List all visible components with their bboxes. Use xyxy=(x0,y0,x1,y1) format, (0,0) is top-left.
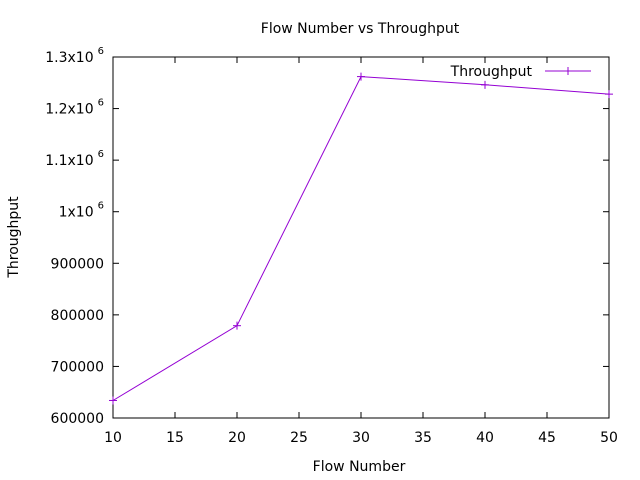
y-tick-label: 1.3x10 6 xyxy=(45,46,104,66)
x-tick-label: 50 xyxy=(600,430,618,446)
x-tick-label: 40 xyxy=(476,430,494,446)
legend-label: Throughput xyxy=(450,64,533,80)
data-point xyxy=(233,321,241,330)
data-point xyxy=(605,90,613,99)
x-tick-label: 30 xyxy=(352,430,370,446)
y-tick-label: 900000 xyxy=(51,256,104,272)
x-tick-label: 45 xyxy=(538,430,556,446)
data-point xyxy=(357,72,365,81)
data-point xyxy=(481,80,489,89)
y-tick-label: 1.1x10 6 xyxy=(45,149,104,169)
legend-plus-marker xyxy=(564,67,572,75)
chart-title: Flow Number vs Throughput xyxy=(261,21,460,37)
y-tick-label: 700000 xyxy=(51,359,104,375)
x-tick-label: 25 xyxy=(290,430,308,446)
x-tick-label: 10 xyxy=(104,430,122,446)
x-tick-label: 15 xyxy=(166,430,184,446)
x-axis-label: Flow Number xyxy=(313,459,406,475)
y-axis-label: Throughput xyxy=(6,196,22,279)
legend-marker xyxy=(564,67,572,75)
series-line-throughput xyxy=(112,76,610,401)
y-tick-label: 1x10 6 xyxy=(59,201,104,221)
data-point xyxy=(109,396,117,405)
x-tick-label: 35 xyxy=(414,430,432,446)
y-tick-label: 600000 xyxy=(51,411,104,427)
x-tick-label: 20 xyxy=(228,430,246,446)
plot-frame xyxy=(112,56,610,419)
y-tick-label: 1.2x10 6 xyxy=(45,98,104,118)
legend: Throughput xyxy=(450,64,591,80)
y-tick-label: 800000 xyxy=(51,308,104,324)
